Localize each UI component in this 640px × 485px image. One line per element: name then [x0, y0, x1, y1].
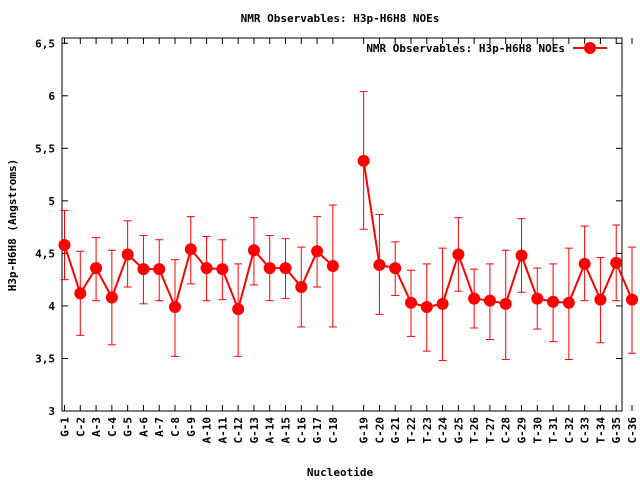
- data-point: [531, 292, 544, 305]
- x-tick-label: T-30: [531, 417, 544, 444]
- data-point: [153, 263, 166, 276]
- data-point: [515, 249, 528, 262]
- data-point: [137, 263, 150, 276]
- data-point: [295, 281, 308, 294]
- data-point: [547, 295, 560, 308]
- x-tick-label: G-21: [389, 417, 402, 444]
- x-tick-label: C-12: [232, 417, 245, 444]
- series-line: [63, 244, 334, 313]
- data-point: [74, 287, 87, 300]
- x-tick-label: G-35: [610, 417, 623, 444]
- x-tick-label: A-3: [90, 417, 103, 437]
- data-point: [389, 262, 402, 275]
- data-point: [483, 294, 496, 307]
- chart-title: NMR Observables: H3p-H6H8 NOEs: [241, 12, 440, 25]
- x-tick-label: T-31: [547, 417, 560, 444]
- x-tick-label: G-25: [452, 417, 465, 444]
- data-point: [578, 257, 591, 270]
- x-tick-label: T-27: [484, 417, 497, 444]
- data-point: [436, 297, 449, 310]
- x-tick-label: C-24: [437, 417, 450, 444]
- y-tick-label: 6,5: [35, 37, 55, 50]
- x-tick-label: A-14: [264, 417, 277, 444]
- data-point: [169, 300, 181, 313]
- x-tick-label: C-16: [295, 417, 308, 444]
- x-tick-label: C-20: [373, 417, 386, 444]
- data-point: [594, 293, 607, 306]
- x-tick-label: C-4: [106, 417, 119, 437]
- data-point: [184, 243, 197, 256]
- x-tick-label: C-32: [563, 417, 576, 444]
- data-point: [420, 300, 433, 313]
- data-point: [90, 262, 103, 275]
- data-point: [373, 258, 386, 271]
- data-point: [58, 238, 71, 251]
- y-tick-label: 3,5: [35, 352, 55, 365]
- data-point: [200, 262, 213, 275]
- x-tick-label: A-11: [216, 417, 229, 444]
- x-tick-label: T-23: [421, 417, 434, 444]
- x-axis: G-1 C-2 A-3 C-4 G-5 A-6 A-7 C-8 G-9 A-10 A-11 C-12 G…: [59, 38, 639, 444]
- data-point: [216, 263, 229, 276]
- legend-marker: [584, 42, 596, 54]
- data-point: [610, 256, 623, 269]
- x-tick-label: G-13: [248, 417, 261, 444]
- data-point: [405, 296, 417, 309]
- x-tick-label: C-36: [626, 417, 639, 444]
- y-tick-label: 4,5: [35, 247, 55, 260]
- legend: NMR Observables: H3p-H6H8 NOEs: [366, 42, 607, 55]
- y-tick-label: 5: [48, 195, 55, 208]
- x-tick-label: G-5: [122, 417, 135, 437]
- x-tick-label: A-7: [153, 417, 166, 437]
- series-layer: [58, 91, 638, 362]
- data-point: [326, 260, 339, 273]
- plot-frame: [61, 37, 623, 412]
- data-point: [232, 303, 245, 316]
- x-tick-label: G-29: [516, 417, 529, 444]
- data-point: [105, 291, 118, 304]
- data-point: [499, 297, 512, 310]
- data-point: [279, 262, 292, 275]
- series-line: [362, 160, 633, 309]
- data-point: [121, 248, 134, 261]
- legend-label: NMR Observables: H3p-H6H8 NOEs: [366, 42, 565, 55]
- data-point: [357, 154, 370, 167]
- x-tick-label: T-22: [405, 417, 418, 444]
- x-tick-label: A-6: [137, 417, 150, 437]
- x-axis-label: Nucleotide: [307, 466, 374, 479]
- x-tick-label: T-26: [468, 417, 481, 444]
- x-tick-label: G-17: [311, 417, 324, 444]
- data-point: [468, 292, 481, 305]
- y-tick-label: 6: [48, 90, 55, 103]
- x-tick-label: C-8: [169, 417, 182, 437]
- x-tick-label: T-34: [594, 417, 607, 444]
- y-tick-label: 5,5: [35, 142, 55, 155]
- x-tick-label: A-10: [201, 417, 214, 444]
- y-tick-label: 4: [48, 300, 55, 313]
- data-point: [626, 293, 638, 306]
- x-tick-label: G-9: [185, 417, 198, 437]
- x-tick-label: C-2: [74, 417, 87, 437]
- x-tick-label: G-1: [59, 417, 72, 437]
- data-point: [247, 244, 260, 257]
- data-point: [452, 248, 465, 261]
- y-axis-label: H3p-H6H8 (Angstroms): [6, 159, 19, 291]
- x-tick-label: C-33: [579, 417, 592, 444]
- data-point: [311, 245, 324, 258]
- x-tick-label: C-18: [327, 417, 340, 444]
- x-tick-label: A-15: [280, 417, 293, 444]
- y-tick-label: 3: [48, 405, 55, 418]
- x-tick-label: G-19: [358, 417, 371, 444]
- data-point: [562, 296, 575, 309]
- data-point: [263, 262, 276, 275]
- x-tick-label: C-28: [500, 417, 513, 444]
- y-axis: 3 3,5 4 4,5 5 5,5 6 6,5: [35, 37, 622, 418]
